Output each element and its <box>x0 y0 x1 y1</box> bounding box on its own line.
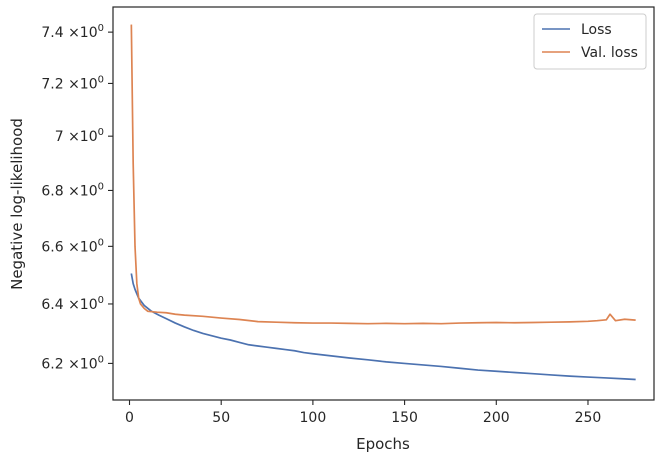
x-axis-label: Epochs <box>356 435 410 453</box>
y-tick-label: 6.6 ×100 <box>41 237 104 255</box>
series-line-loss <box>130 273 636 381</box>
x-tick-label: 200 <box>483 410 510 426</box>
x-axis-ticks: 0 50 100 150 200 250 <box>125 400 601 426</box>
legend-box <box>533 13 647 70</box>
y-tick-label: 7 ×100 <box>55 127 104 145</box>
y-tick-label: 6.4 ×100 <box>41 295 104 313</box>
series-line-val-loss <box>130 24 636 325</box>
x-tick-label: 50 <box>212 410 230 426</box>
legend: Loss Val. loss <box>533 13 647 70</box>
x-tick-label: 0 <box>125 410 134 426</box>
x-tick-label: 100 <box>300 410 327 426</box>
plot-frame <box>112 6 655 401</box>
y-axis-label: Negative log-likelihood <box>8 118 26 290</box>
x-tick-label: 250 <box>575 410 602 426</box>
y-axis-ticks: 6.2 ×100 6.4 ×100 6.6 ×100 6.8 ×100 7 ×100 7.… <box>41 23 113 372</box>
y-tick-label: 7.2 ×100 <box>41 74 104 92</box>
legend-label-loss: Loss <box>581 22 612 38</box>
legend-label-val-loss: Val. loss <box>581 45 638 61</box>
y-tick-label: 6.2 ×100 <box>41 354 104 372</box>
x-tick-label: 150 <box>391 410 418 426</box>
y-tick-label: 6.8 ×100 <box>41 181 104 199</box>
plot-lines <box>130 24 636 381</box>
y-tick-label: 7.4 ×100 <box>41 23 104 41</box>
